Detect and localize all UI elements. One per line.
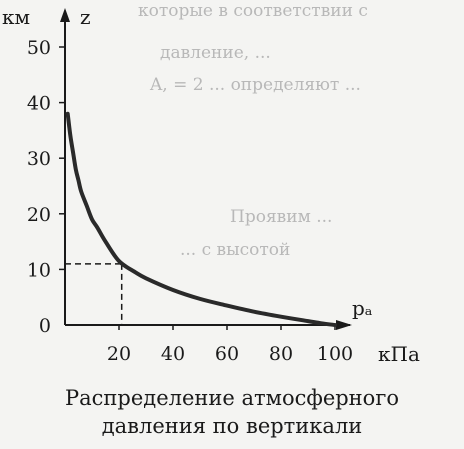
y-tick-label: 20: [27, 204, 51, 226]
pressure-curve: [65, 111, 337, 327]
reference-lines: [65, 263, 123, 325]
y-tick-label: 10: [27, 259, 51, 281]
curve-group: [65, 111, 337, 327]
y-tick-label: 40: [27, 93, 51, 115]
bg-text-line: A, = 2 ... определяют ...: [149, 75, 361, 95]
x-tick-label: 40: [161, 343, 185, 365]
bg-text-line: Проявим ...: [230, 207, 332, 227]
x-tick-label: 60: [215, 343, 239, 365]
y-axis-unit-label: км: [2, 5, 30, 29]
background-printed-text: которые в соответствии с давление, ... A…: [138, 1, 368, 260]
x-axis-name-label: pₐ: [352, 296, 373, 320]
tick-labels: 0 10 20 30 40 50 20 40 60 80 100: [27, 37, 353, 365]
x-tick-label: 80: [269, 343, 293, 365]
y-tick-label: 0: [39, 315, 51, 337]
caption-line-2: давления по вертикали: [101, 414, 363, 438]
x-tick-label: 100: [317, 343, 353, 365]
y-tick-label: 30: [27, 148, 51, 170]
bg-text-line: ... с высотой: [180, 240, 290, 260]
x-tick-label: 20: [107, 343, 131, 365]
y-tick-label: 50: [27, 37, 51, 59]
bg-text-line: которые в соответствии с: [138, 1, 368, 21]
y-axis-name-label: z: [80, 5, 91, 29]
y-axis-arrow: [60, 8, 70, 22]
x-axis-arrow: [336, 320, 352, 330]
x-axis-unit-label: кПа: [378, 342, 420, 366]
caption-line-1: Распределение атмосферного: [65, 386, 399, 410]
axes-group: [59, 8, 352, 330]
bg-text-line: давление, ...: [160, 43, 271, 63]
